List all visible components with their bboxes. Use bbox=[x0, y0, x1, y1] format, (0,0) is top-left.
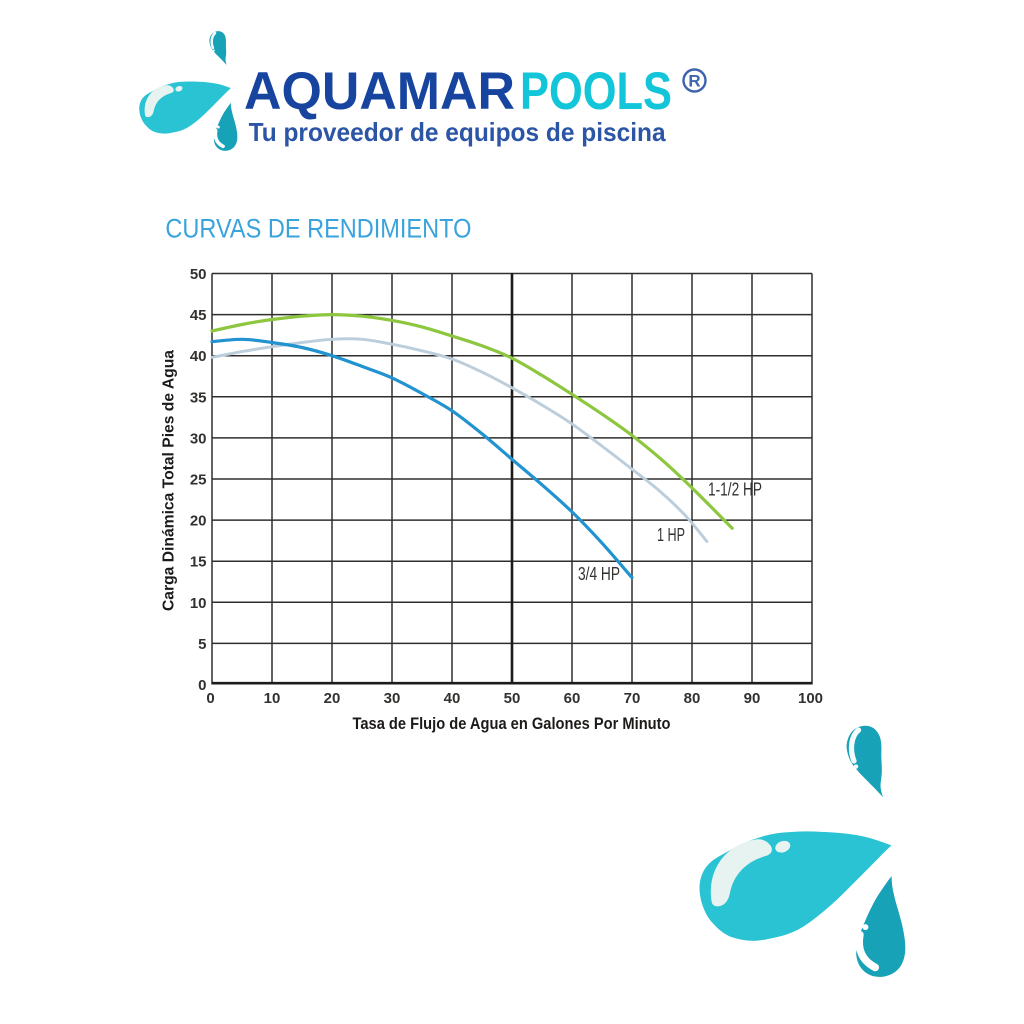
svg-text:80: 80 bbox=[684, 690, 701, 707]
svg-text:35: 35 bbox=[190, 389, 207, 406]
svg-text:15: 15 bbox=[190, 554, 207, 571]
svg-text:Tasa de Flujo de Agua en Galon: Tasa de Flujo de Agua en Galones Por Min… bbox=[353, 715, 671, 733]
svg-text:POOLS: POOLS bbox=[520, 62, 672, 121]
svg-text:40: 40 bbox=[190, 348, 207, 365]
svg-text:100: 100 bbox=[798, 690, 823, 707]
svg-text:0: 0 bbox=[206, 690, 214, 707]
svg-text:5: 5 bbox=[198, 636, 206, 653]
svg-text:R: R bbox=[688, 72, 700, 91]
svg-text:10: 10 bbox=[264, 690, 281, 707]
svg-text:90: 90 bbox=[744, 690, 761, 707]
svg-text:CURVAS DE RENDIMIENTO: CURVAS DE RENDIMIENTO bbox=[165, 214, 471, 244]
svg-text:10: 10 bbox=[190, 595, 207, 612]
svg-text:Tu proveedor de equipos de pis: Tu proveedor de equipos de piscina bbox=[249, 117, 667, 147]
svg-text:70: 70 bbox=[624, 690, 641, 707]
svg-text:30: 30 bbox=[384, 690, 401, 707]
svg-text:1 HP: 1 HP bbox=[657, 525, 685, 545]
svg-text:25: 25 bbox=[190, 472, 207, 489]
svg-text:50: 50 bbox=[190, 266, 207, 283]
svg-text:0: 0 bbox=[198, 677, 206, 694]
svg-text:45: 45 bbox=[190, 307, 207, 324]
svg-text:50: 50 bbox=[504, 690, 521, 707]
svg-text:3/4 HP: 3/4 HP bbox=[578, 564, 620, 584]
svg-text:60: 60 bbox=[564, 690, 581, 707]
svg-text:40: 40 bbox=[444, 690, 461, 707]
svg-text:AQUAMAR: AQUAMAR bbox=[244, 62, 515, 121]
svg-text:Carga Dinámica Total Pies de A: Carga Dinámica Total Pies de Agua bbox=[161, 350, 178, 611]
svg-text:20: 20 bbox=[324, 690, 341, 707]
svg-text:30: 30 bbox=[190, 430, 207, 447]
svg-text:1-1/2 HP: 1-1/2 HP bbox=[708, 480, 762, 500]
svg-text:20: 20 bbox=[190, 513, 207, 530]
